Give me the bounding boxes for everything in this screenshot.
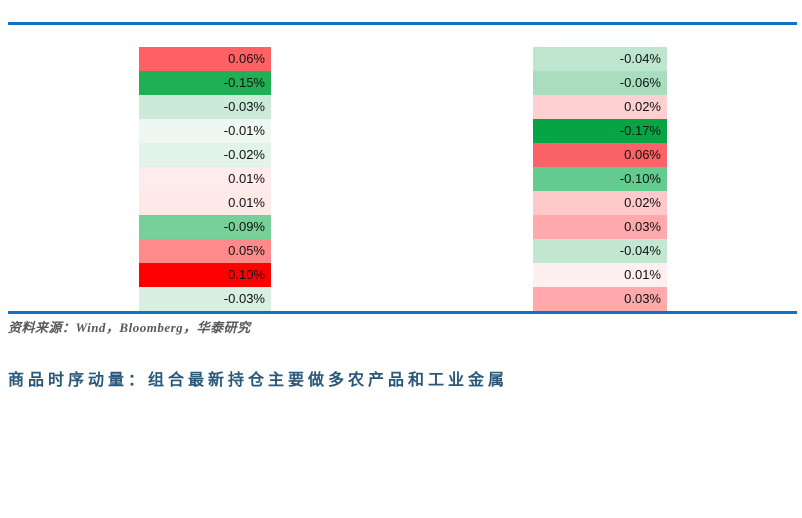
figure-caption-title: 商品时序动量：组合最新持仓主要做多农产品和工业金属 — [8, 372, 509, 389]
heatmap-cell: -0.09% — [139, 215, 271, 239]
heatmap-cell: 0.01% — [139, 167, 271, 191]
top-horizontal-rule — [8, 22, 797, 25]
bottom-horizontal-rule — [8, 311, 797, 314]
heatmap-cell: -0.02% — [139, 143, 271, 167]
heatmap-cell: 0.06% — [533, 143, 667, 167]
heatmap-cell: 0.03% — [533, 215, 667, 239]
heatmap-column-2: -0.04% -0.06% 0.02% -0.17% 0.06% -0.10% 0.02% 0… — [533, 47, 667, 311]
heatmap-cell: 0.02% — [533, 191, 667, 215]
heatmap-cell: -0.10% — [533, 167, 667, 191]
heatmap-cell: 0.10% — [139, 263, 271, 287]
source-attribution: 资料来源：Wind，Bloomberg，华泰研究 — [8, 320, 251, 335]
heatmap-cell: -0.15% — [139, 71, 271, 95]
heatmap-cell: -0.03% — [139, 287, 271, 311]
heatmap-cell: 0.01% — [139, 191, 271, 215]
heatmap-cell: -0.06% — [533, 71, 667, 95]
heatmap-cell: 0.03% — [533, 287, 667, 311]
heatmap-cell: 0.05% — [139, 239, 271, 263]
heatmap-cell: 0.01% — [533, 263, 667, 287]
heatmap-cell: -0.01% — [139, 119, 271, 143]
heatmap-cell: 0.06% — [139, 47, 271, 71]
heatmap-cell: -0.03% — [139, 95, 271, 119]
heatmap-cell: 0.02% — [533, 95, 667, 119]
heatmap-cell: -0.04% — [533, 239, 667, 263]
heatmap-cell: -0.04% — [533, 47, 667, 71]
heatmap-cell: -0.17% — [533, 119, 667, 143]
heatmap-column-1: 0.06% -0.15% -0.03% -0.01% -0.02% 0.01% 0.01% -… — [139, 47, 271, 311]
